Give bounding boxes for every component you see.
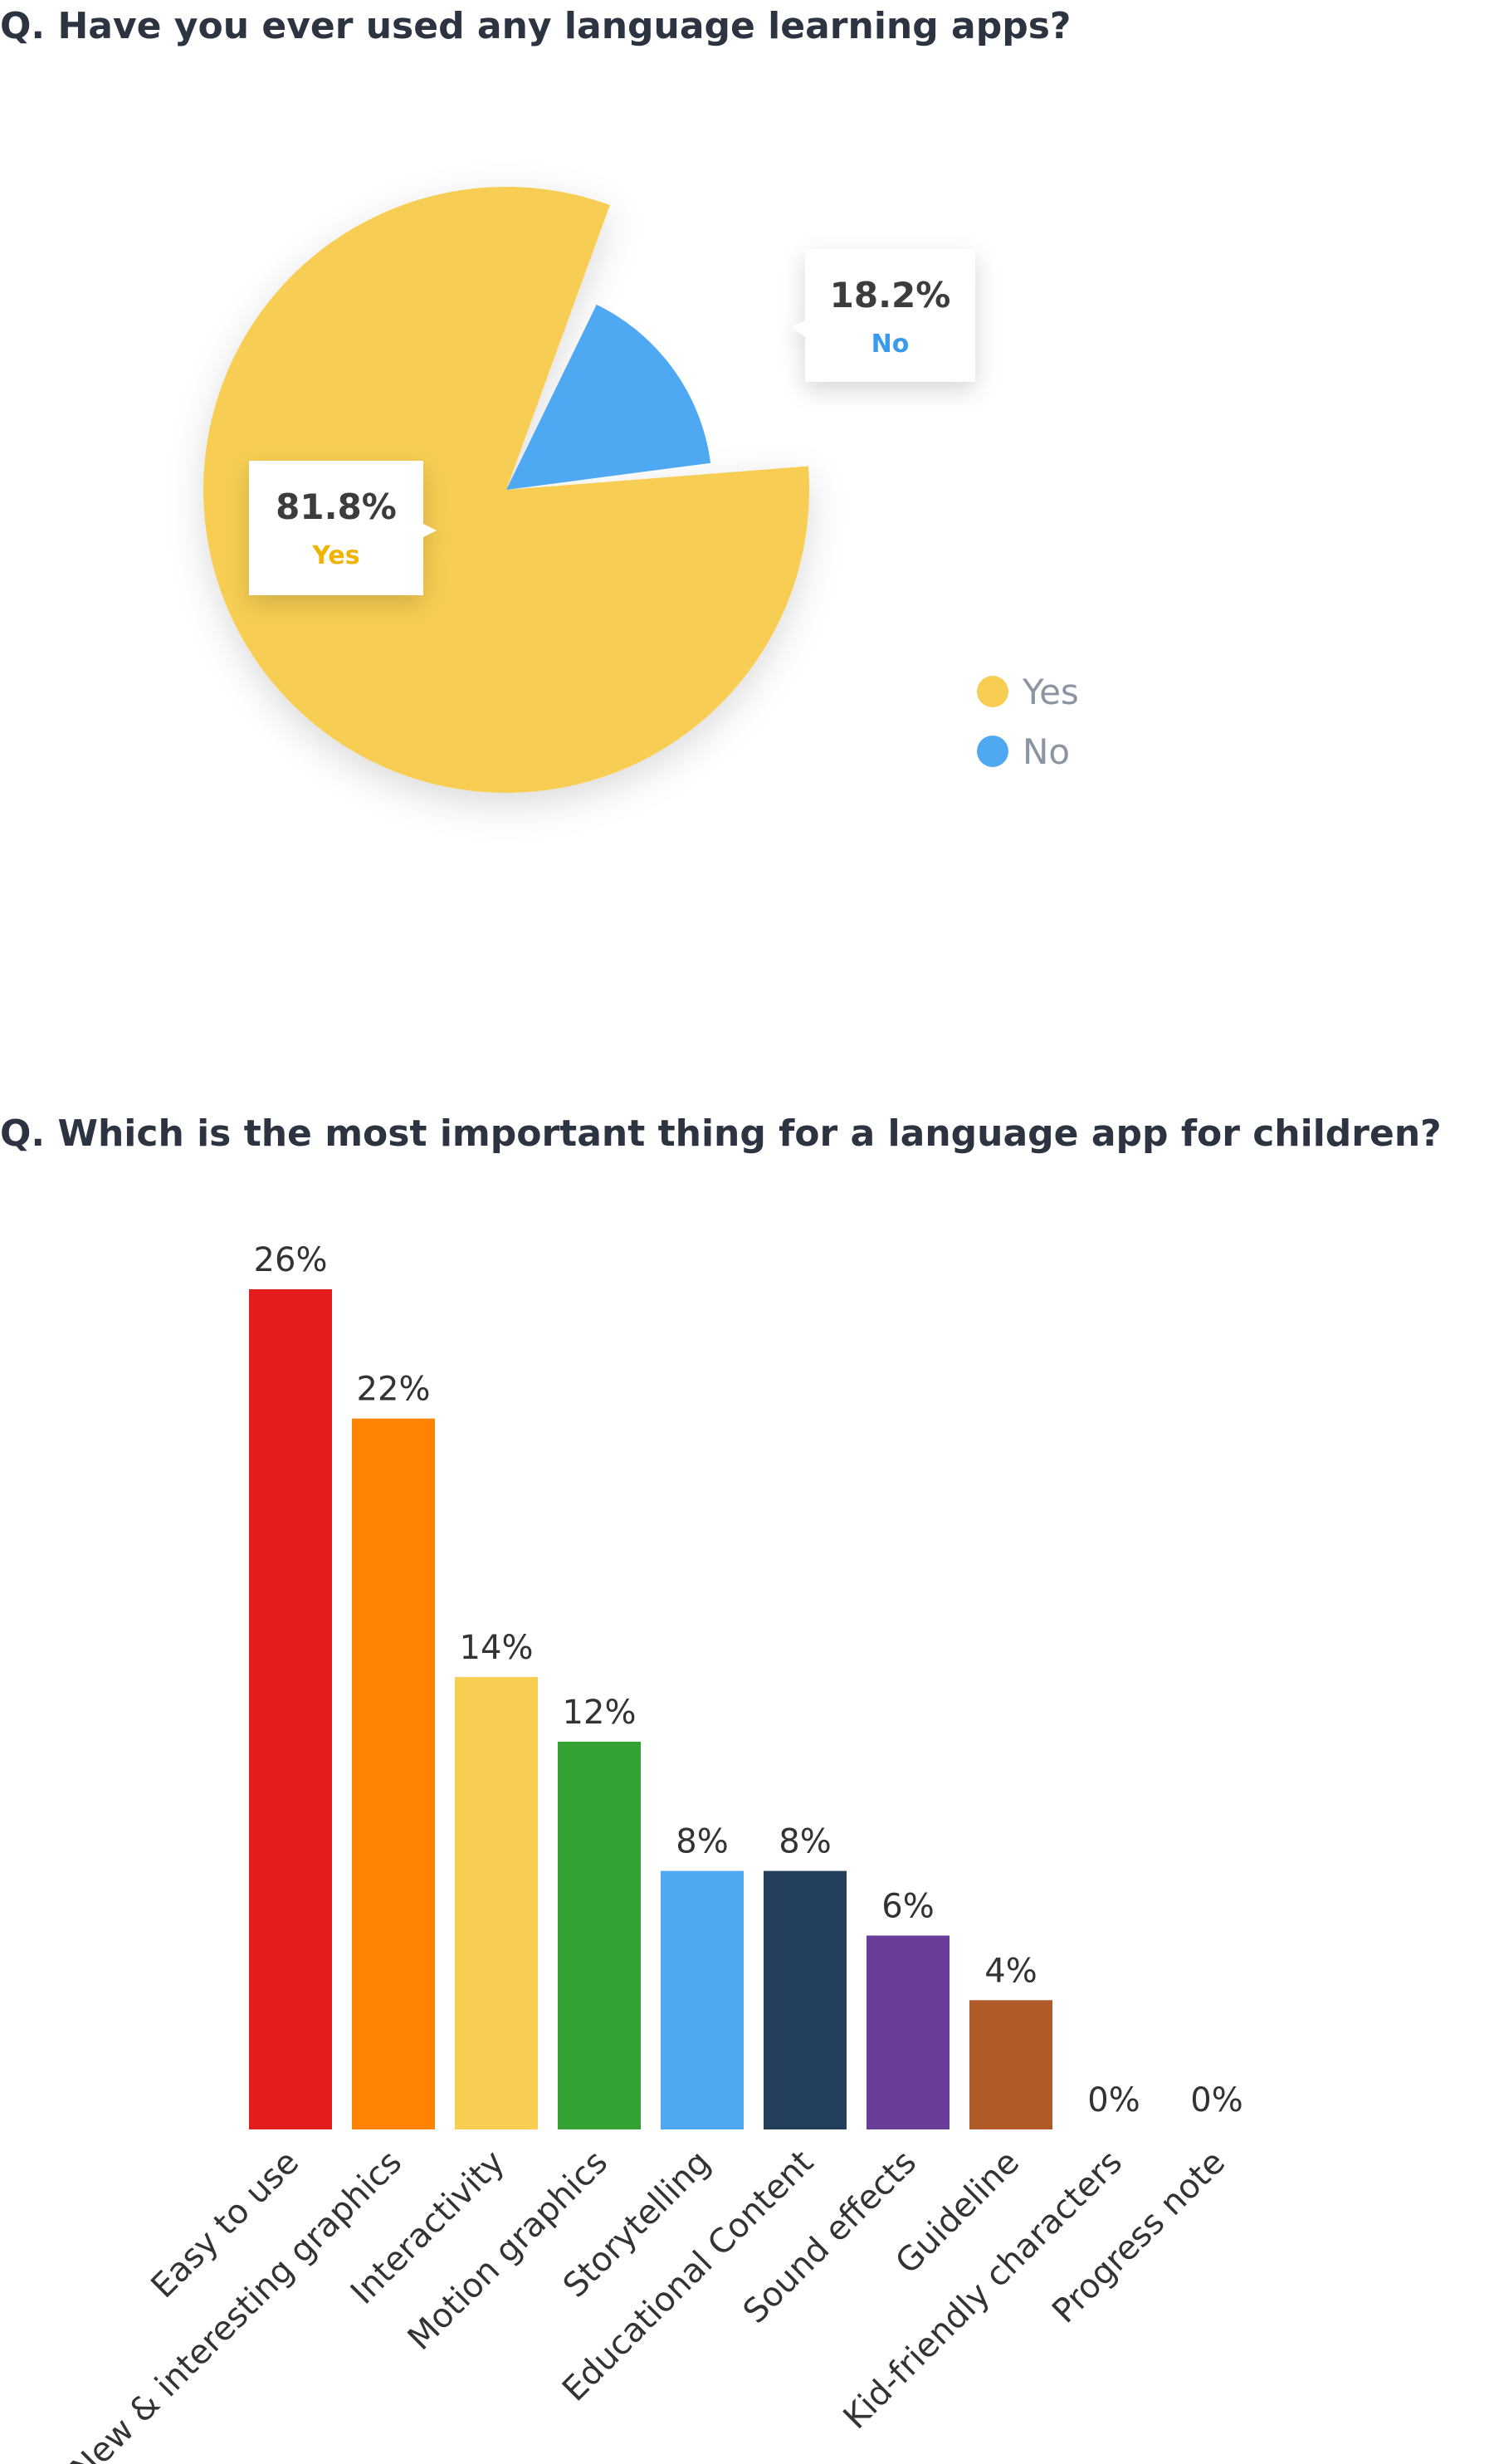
pie-label-yes: 81.8% Yes [249,461,437,595]
category-label-progress-note: Progress note [1045,2144,1233,2331]
bar-easy-to-use [249,1289,332,2129]
bar-value-educational-content: 8% [779,1823,831,1861]
pie-label-no: 18.2% No [792,249,975,382]
pie-chart: 18.2% No 81.8% Yes Yes No [203,187,1079,793]
bar-value-kid-friendly-characters: 0% [1087,2081,1140,2119]
bar-value-motion-graphics: 12% [563,1694,637,1732]
pie-label-value-no: 18.2% [830,275,951,315]
pie-label-box-yes [249,461,437,595]
bar-guideline [969,2000,1052,2129]
bar-storytelling [661,1870,744,2129]
bar-question-title: Q. Which is the most important thing for… [0,1112,1442,1155]
bar-sound-effects [867,1935,950,2129]
pie-label-name-no: No [871,330,910,359]
bar-value-guideline: 4% [984,1952,1037,1990]
legend-label-no: No [1023,731,1070,772]
pie-label-name-yes: Yes [311,541,359,570]
bar-value-easy-to-use: 26% [254,1241,328,1279]
bar-value-sound-effects: 6% [881,1887,934,1925]
bar-new-interesting-graphics [352,1418,435,2129]
category-label-sound-effects: Sound effects [736,2144,924,2331]
pie-label-value-yes: 81.8% [276,486,397,527]
bar-interactivity [455,1677,538,2129]
pie-slice-no [506,304,711,490]
pie-slice-yes [203,187,810,793]
pie-label-box-no [792,249,975,382]
bar-motion-graphics [558,1741,641,2129]
legend-marker-no [977,736,1008,767]
legend-item-yes: Yes [977,672,1079,712]
bar-value-storytelling: 8% [676,1823,728,1861]
bar-value-new-interesting-graphics: 22% [357,1371,431,1409]
legend-marker-yes [977,676,1008,707]
bar-value-progress-note: 0% [1190,2081,1242,2119]
bar-educational-content [764,1870,847,2129]
legend-label-yes: Yes [1022,672,1079,712]
legend-item-no: No [977,731,1070,772]
bar-value-interactivity: 14% [460,1629,534,1667]
pie-question-title: Q. Have you ever used any language learn… [0,5,1072,47]
